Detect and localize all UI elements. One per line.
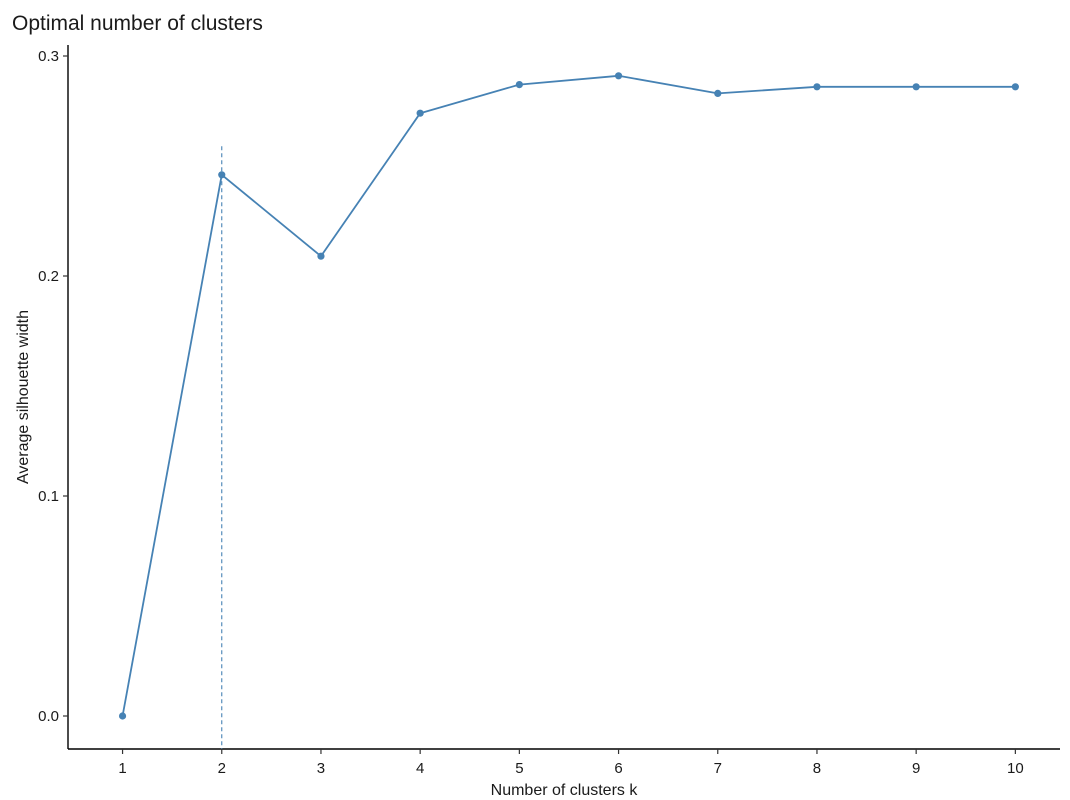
x-axis-ticks: 1 2 3 4 5 6 7 8 9 10 (118, 749, 1024, 777)
y-tick-label: 0.2 (38, 268, 59, 285)
x-tick-label: 8 (813, 760, 821, 777)
data-point (714, 89, 722, 97)
x-tick-label: 6 (614, 760, 622, 777)
x-tick-label: 7 (714, 760, 722, 777)
data-point (317, 252, 325, 260)
x-tick-label: 5 (515, 760, 523, 777)
chart-title: Optimal number of clusters (12, 12, 263, 35)
data-point (912, 83, 920, 91)
y-tick-label: 0.3 (38, 48, 59, 65)
x-tick-label: 3 (317, 760, 325, 777)
axes (67, 45, 1060, 750)
x-tick-label: 2 (218, 760, 226, 777)
data-point (416, 109, 424, 117)
x-axis-label: Number of clusters k (491, 782, 639, 799)
data-point (118, 712, 127, 720)
x-tick-label: 9 (912, 760, 920, 777)
y-axis-label: Average silhouette width (15, 310, 32, 484)
y-tick-label: 0.1 (38, 488, 59, 505)
data-point (1011, 83, 1019, 91)
series-layer (118, 72, 1019, 720)
x-tick-label: 1 (118, 760, 126, 777)
data-point (614, 72, 623, 80)
x-tick-label: 4 (416, 760, 424, 777)
y-tick-label: 0.0 (38, 708, 59, 725)
data-point (218, 171, 226, 179)
data-point (813, 83, 821, 91)
data-point (515, 81, 523, 89)
x-tick-label: 10 (1007, 760, 1024, 777)
series-line (121, 74, 1016, 717)
y-axis-ticks: 0.0 0.1 0.2 0.3 (38, 48, 68, 725)
